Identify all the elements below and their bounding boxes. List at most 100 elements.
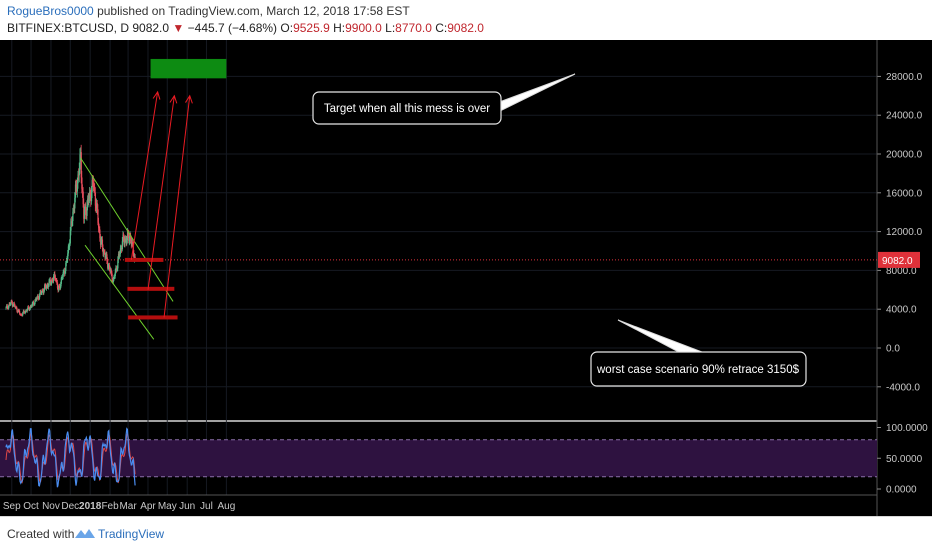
tradingview-link[interactable]: TradingView [98, 527, 165, 541]
candle-body [84, 206, 86, 212]
symbol-label: BITFINEX:BTCUSD, D [7, 21, 130, 35]
candle-body [34, 300, 36, 305]
candle-body [40, 292, 43, 294]
candle-body [99, 229, 101, 239]
last-price-badge-text: 9082.0 [882, 256, 913, 267]
candle-body [133, 253, 135, 260]
candle-body [76, 183, 79, 192]
candle-body [116, 267, 118, 270]
candle-body [44, 285, 46, 290]
candle-body [78, 174, 80, 176]
candle-body [101, 239, 104, 249]
candle-body [69, 230, 71, 244]
candle-body [63, 270, 65, 272]
candle-body [49, 279, 51, 281]
candle-body [101, 239, 103, 241]
candle-body [26, 309, 28, 312]
candle-body [5, 307, 7, 309]
candle-body [48, 280, 50, 286]
candle-body [79, 154, 81, 170]
candle-body [117, 259, 119, 269]
publish-line: RogueBros0000 published on TradingView.c… [7, 4, 410, 18]
candle-body [114, 271, 116, 277]
candle-body [12, 305, 14, 307]
candle-body [125, 238, 127, 243]
candle-body [103, 251, 105, 254]
arrow-line [130, 91, 159, 260]
candle-body [56, 280, 58, 283]
author-link[interactable]: RogueBros0000 [7, 4, 94, 18]
price-tick-label: 4000.0 [886, 305, 917, 316]
candle-body [62, 276, 64, 278]
target-zone [150, 58, 227, 79]
candle-body [74, 197, 76, 209]
support-level-bar [128, 315, 178, 320]
time-tick-label: May [158, 501, 177, 512]
candle-body [83, 211, 86, 219]
candle-body [87, 198, 89, 202]
tradingview-logo-icon[interactable] [74, 526, 96, 540]
candle-body [74, 184, 77, 198]
candle-body [50, 283, 52, 285]
channel-upper-line [80, 157, 174, 302]
candle-body [108, 265, 110, 267]
price-tick-label: 12000.0 [886, 227, 923, 238]
candle-body [112, 280, 114, 282]
time-tick-label: Feb [101, 501, 119, 512]
low-value: 8770.0 [395, 21, 432, 35]
candle-body [31, 302, 34, 306]
candle-body [64, 271, 66, 274]
arrow-head-icon [169, 94, 178, 104]
candle-body [58, 285, 61, 287]
candle-body [7, 307, 9, 309]
rsi-line [5, 427, 136, 488]
candle-body [15, 307, 17, 309]
candle-body [123, 234, 125, 239]
candle-body [128, 233, 130, 242]
candle-body [73, 208, 75, 210]
candle-body [104, 252, 106, 258]
candle-body [65, 263, 67, 272]
candle-body [26, 310, 28, 312]
candle-body [90, 195, 92, 202]
target-callout-box [312, 91, 502, 125]
candle-body [94, 186, 96, 193]
target-callout-text: Target when all this mess is over [324, 103, 490, 115]
time-tick-label: Mar [119, 501, 137, 512]
candle-body [62, 271, 64, 277]
price-tick-label: -4000.0 [886, 382, 920, 393]
candle-body [117, 253, 120, 260]
time-tick-label: Dec [61, 501, 79, 512]
candle-body [6, 305, 8, 308]
candle-body [51, 279, 53, 281]
candle-body [51, 279, 53, 284]
candle-body [121, 241, 123, 250]
candle-body [18, 310, 21, 314]
candle-body [38, 294, 41, 299]
time-tick-label: Aug [217, 501, 235, 512]
candle-body [24, 311, 26, 314]
chart-area[interactable]: Sep Oct Nov Dec 2018 Feb Mar Apr May Jun Jul Aug 280… [0, 40, 932, 516]
support-level-bar [124, 257, 164, 262]
candle-body [80, 152, 82, 178]
candle-body [16, 308, 18, 312]
created-with-text: Created with [7, 527, 75, 541]
price-chart-svg[interactable]: Sep Oct Nov Dec 2018 Feb Mar Apr May Jun Jul Aug 280… [0, 40, 932, 516]
candle-body [10, 301, 12, 304]
candle-body [8, 303, 10, 306]
support-level-bar [127, 286, 175, 291]
candle-body [114, 276, 116, 278]
candle-body [20, 314, 22, 316]
price-axis-pane [877, 40, 932, 516]
candle-body [29, 308, 31, 310]
candle-body [60, 278, 62, 284]
candle-body [18, 310, 20, 312]
candle-body [21, 315, 23, 317]
candle-body [107, 266, 109, 268]
candle-body [119, 248, 122, 255]
candle-body [53, 273, 55, 277]
candle-body [58, 285, 60, 291]
candle-body [107, 260, 109, 268]
candle-body [110, 270, 113, 274]
candle-body [47, 285, 50, 288]
